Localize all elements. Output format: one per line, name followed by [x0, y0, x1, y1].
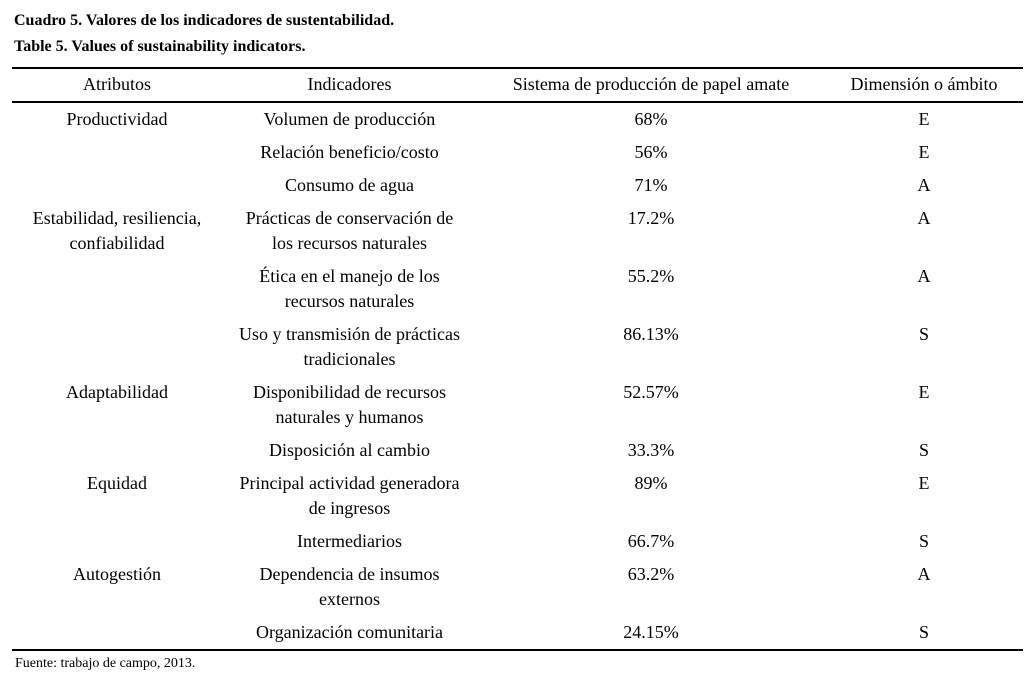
dimension-cell: E	[918, 382, 930, 402]
indicator-cell: Principal actividad generadora de ingres…	[239, 473, 460, 518]
value-cell: 66.7%	[627, 531, 675, 551]
dimension-cell: A	[917, 564, 931, 584]
col-header-attribute: Atributos	[12, 68, 222, 103]
attribute-cell: Adaptabilidad	[66, 382, 168, 402]
dimension-cell: A	[917, 266, 931, 286]
value-cell: 52.57%	[623, 382, 679, 402]
value-cell: 86.13%	[623, 324, 679, 344]
dimension-cell: A	[917, 175, 931, 195]
table-row: Autogestión Dependencia de insumos exter…	[12, 558, 1023, 616]
value-cell: 68%	[634, 109, 668, 129]
dimension-cell: A	[917, 208, 931, 228]
attribute-cell	[12, 525, 222, 558]
indicator-cell: Ética en el manejo de los recursos natur…	[259, 266, 440, 311]
table-row: Intermediarios 66.7% S	[12, 525, 1023, 558]
indicator-cell: Uso y transmisión de prácticas tradicion…	[239, 324, 460, 369]
col-header-indicator: Indicadores	[222, 68, 477, 103]
value-cell: 89%	[634, 473, 668, 493]
attribute-cell: Equidad	[87, 473, 147, 493]
attribute-cell	[12, 616, 222, 650]
indicator-cell: Organización comunitaria	[255, 622, 444, 642]
attribute-cell	[12, 318, 222, 376]
attribute-cell	[12, 260, 222, 318]
header-row: Atributos Indicadores Sistema de producc…	[12, 68, 1023, 103]
dimension-cell: S	[918, 622, 929, 642]
attribute-cell: Autogestión	[73, 564, 161, 584]
table-row: Productividad Volumen de producción 68% …	[12, 102, 1023, 136]
table-row: Ética en el manejo de los recursos natur…	[12, 260, 1023, 318]
value-cell: 55.2%	[627, 266, 675, 286]
col-header-system: Sistema de producción de papel amate	[477, 68, 825, 103]
dimension-cell: E	[918, 142, 930, 162]
attribute-cell: Productividad	[66, 109, 168, 129]
indicator-cell: Disposición al cambio	[269, 440, 430, 460]
sustainability-indicators-table: Atributos Indicadores Sistema de producc…	[12, 67, 1023, 651]
indicator-cell: Relación beneficio/costo	[260, 142, 439, 162]
dimension-cell: S	[918, 440, 929, 460]
indicator-cell: Prácticas de conservación de los recurso…	[245, 208, 454, 253]
dimension-cell: S	[918, 531, 929, 551]
dimension-cell: S	[918, 324, 929, 344]
indicator-cell: Volumen de producción	[263, 109, 436, 129]
value-cell: 24.15%	[623, 622, 679, 642]
table-row: Organización comunitaria 24.15% S	[12, 616, 1023, 650]
table-row: Estabilidad, resiliencia, confiabilidad …	[12, 202, 1023, 260]
caption-spanish: Cuadro 5. Valores de los indicadores de …	[14, 12, 395, 29]
table-row: Disposición al cambio 33.3% S	[12, 434, 1023, 467]
table-row: Adaptabilidad Disponibilidad de recursos…	[12, 376, 1023, 434]
table-row: Consumo de agua 71% A	[12, 169, 1023, 202]
attribute-cell	[12, 434, 222, 467]
value-cell: 17.2%	[627, 208, 675, 228]
value-cell: 71%	[634, 175, 668, 195]
attribute-cell: Estabilidad, resiliencia, confiabilidad	[32, 208, 202, 253]
table-row: Uso y transmisión de prácticas tradicion…	[12, 318, 1023, 376]
indicator-cell: Disponibilidad de recursos naturales y h…	[253, 382, 446, 427]
indicator-cell: Intermediarios	[297, 531, 402, 551]
source-note: Fuente: trabajo de campo, 2013.	[15, 656, 196, 671]
table-caption: Cuadro 5. Valores de los indicadores de …	[14, 8, 1023, 60]
indicator-cell: Consumo de agua	[285, 175, 414, 195]
col-header-dimension: Dimensión o ámbito	[825, 68, 1023, 103]
attribute-cell	[12, 169, 222, 202]
caption-english: Table 5. Values of sustainability indica…	[14, 38, 306, 55]
table-row: Equidad Principal actividad generadora d…	[12, 467, 1023, 525]
attribute-cell	[12, 136, 222, 169]
table-row: Relación beneficio/costo 56% E	[12, 136, 1023, 169]
value-cell: 33.3%	[627, 440, 675, 460]
dimension-cell: E	[918, 109, 930, 129]
value-cell: 63.2%	[627, 564, 675, 584]
indicator-cell: Dependencia de insumos externos	[259, 564, 440, 609]
dimension-cell: E	[918, 473, 930, 493]
value-cell: 56%	[634, 142, 668, 162]
